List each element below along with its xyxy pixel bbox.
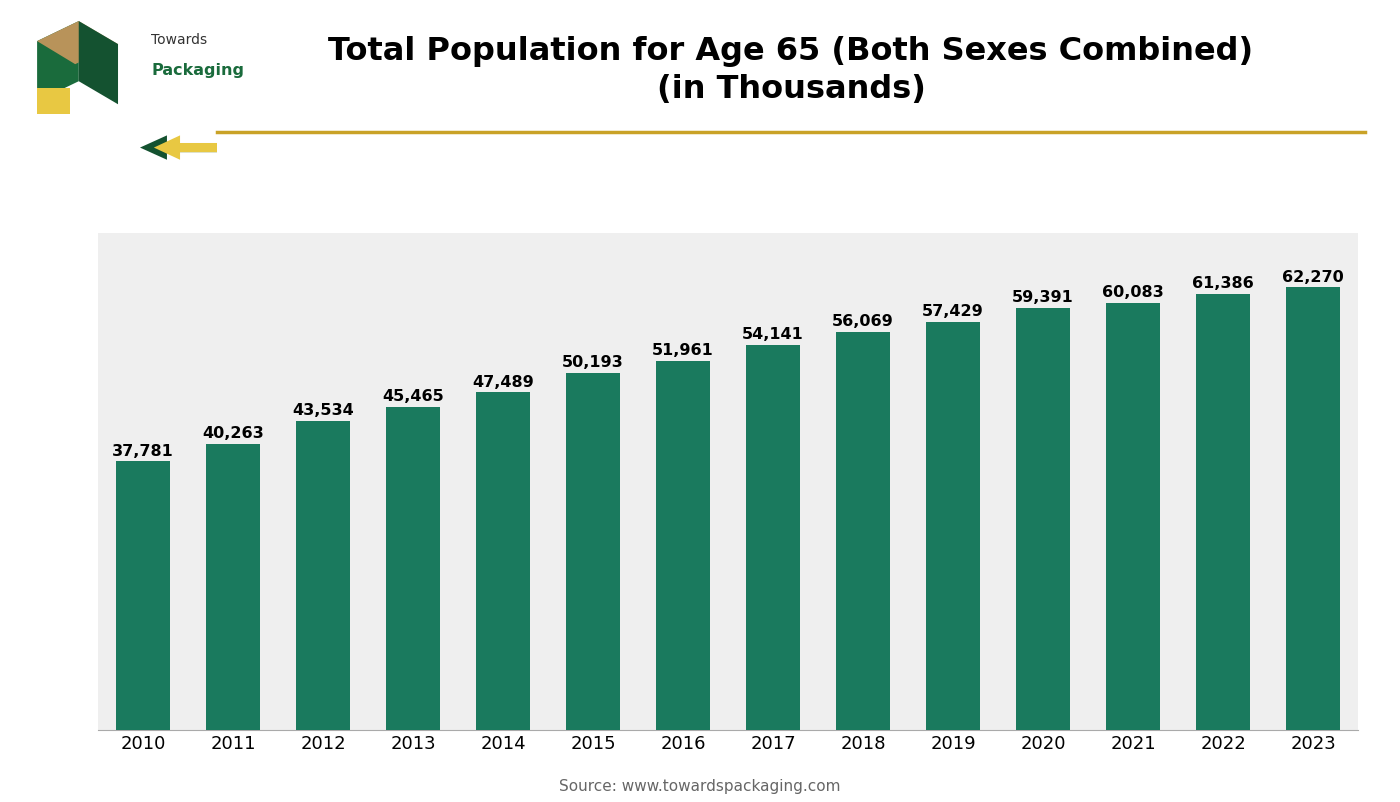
Text: 62,270: 62,270	[1282, 269, 1344, 285]
Bar	[1106, 303, 1161, 730]
Text: Packaging: Packaging	[151, 63, 244, 78]
Polygon shape	[38, 21, 118, 64]
Bar	[295, 420, 350, 730]
Bar	[386, 407, 440, 730]
Polygon shape	[154, 136, 217, 160]
Text: 54,141: 54,141	[742, 327, 804, 342]
Text: Towards: Towards	[151, 33, 207, 47]
Text: 50,193: 50,193	[563, 355, 624, 371]
Bar	[836, 331, 890, 730]
Text: 60,083: 60,083	[1102, 286, 1163, 300]
Text: 51,961: 51,961	[652, 343, 714, 358]
Polygon shape	[140, 136, 217, 160]
Text: Total Population for Age 65 (Both Sexes Combined)
(in Thousands): Total Population for Age 65 (Both Sexes …	[329, 36, 1253, 105]
Bar	[746, 345, 799, 730]
Bar	[566, 373, 620, 730]
Text: Source: www.towardspackaging.com: Source: www.towardspackaging.com	[559, 779, 841, 794]
Bar	[657, 361, 710, 730]
Polygon shape	[78, 21, 118, 104]
Text: 37,781: 37,781	[112, 444, 174, 459]
Bar	[116, 461, 169, 730]
Bar	[1016, 308, 1070, 730]
Text: 45,465: 45,465	[382, 389, 444, 404]
Text: 59,391: 59,391	[1012, 290, 1074, 305]
Bar	[1196, 294, 1250, 730]
Text: 56,069: 56,069	[832, 314, 893, 329]
Text: 47,489: 47,489	[472, 375, 533, 390]
Bar	[925, 322, 980, 730]
Polygon shape	[38, 21, 78, 101]
Text: 61,386: 61,386	[1193, 276, 1254, 291]
Polygon shape	[38, 88, 70, 114]
Bar	[1287, 287, 1340, 730]
Text: 43,534: 43,534	[293, 403, 354, 418]
Text: 40,263: 40,263	[202, 426, 263, 441]
Bar	[206, 444, 260, 730]
Text: 57,429: 57,429	[923, 304, 984, 319]
Bar	[476, 392, 531, 730]
